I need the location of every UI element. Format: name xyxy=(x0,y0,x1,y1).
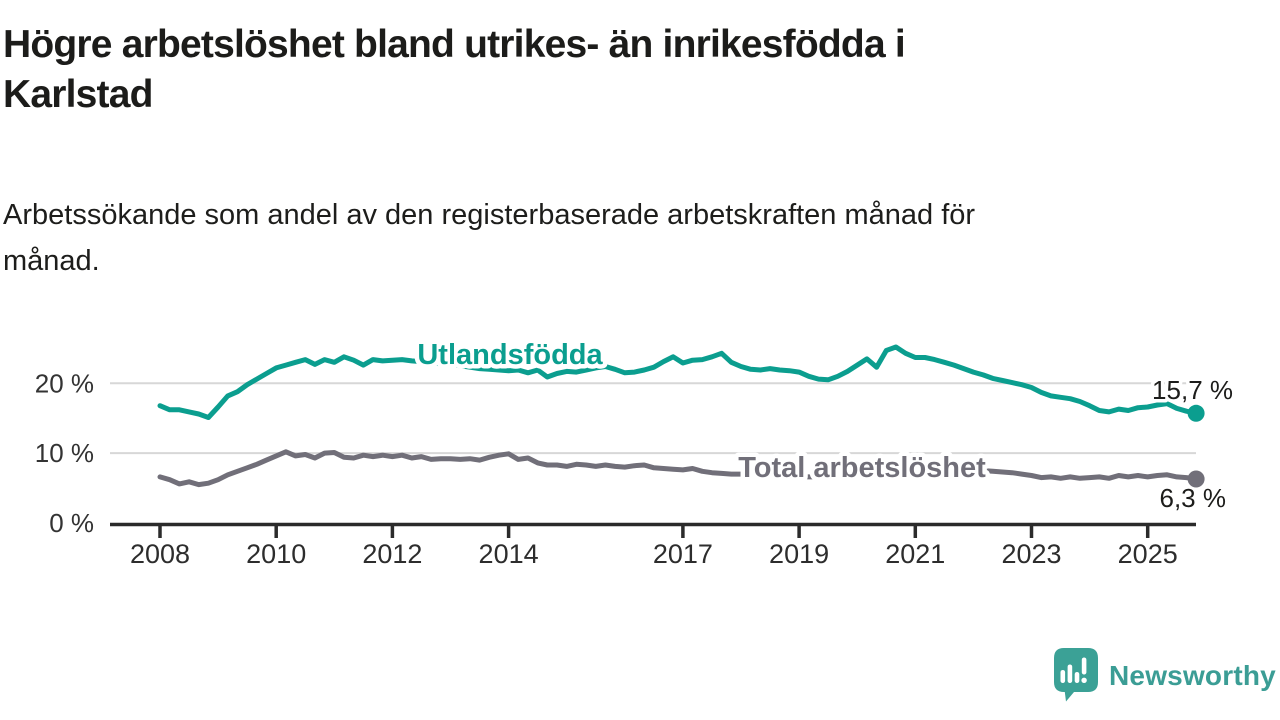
y-axis-label-0: 0 % xyxy=(49,508,94,538)
x-axis-label-2021: 2021 xyxy=(885,539,945,569)
title-line-2: Karlstad xyxy=(3,73,153,116)
series-line-total-arbetsl-shet xyxy=(157,449,1199,488)
series-end-dot-total-arbetsl-shet xyxy=(1187,470,1205,488)
title-line-1: Högre arbetslöshet bland utrikes- än inr… xyxy=(3,23,906,66)
series-end-value-utlandsf-dda: 15,7 % xyxy=(1152,375,1233,405)
newsworthy-logo-icon xyxy=(1054,648,1098,702)
x-axis-label-2014: 2014 xyxy=(479,539,539,569)
newsworthy-logo-text: Newsworthy xyxy=(1109,659,1276,691)
series-end-value-total-arbetsl-shet: 6,3 % xyxy=(1160,483,1227,513)
y-axis-label-10: 10 % xyxy=(35,438,94,468)
x-axis-label-2023: 2023 xyxy=(1001,539,1061,569)
series-label-utlandsf-dda: Utlandsfödda xyxy=(417,339,603,371)
logo-bars-icon xyxy=(1060,657,1087,683)
x-axis-label-2010: 2010 xyxy=(246,539,306,569)
x-axis-label-2025: 2025 xyxy=(1118,539,1178,569)
newsworthy-logo[interactable]: Newsworthy xyxy=(1054,648,1276,703)
x-axis-label-2012: 2012 xyxy=(362,539,422,569)
x-axis-label-2019: 2019 xyxy=(769,539,829,569)
page-title: Högre arbetslöshet bland utrikes- än inr… xyxy=(3,20,1203,120)
y-axis-label-20: 20 % xyxy=(35,368,94,398)
series-label-total-arbetsl-shet: Total arbetslöshet xyxy=(738,452,986,484)
subtitle-line-1: Arbetssökande som andel av den registerb… xyxy=(3,199,976,231)
subtitle-line-2: månad. xyxy=(3,245,100,277)
x-axis-label-2017: 2017 xyxy=(653,539,713,569)
x-axis-label-2008: 2008 xyxy=(130,539,190,569)
series-line-utlandsf-dda xyxy=(157,344,1199,420)
chart-subtitle: Arbetssökande som andel av den registerb… xyxy=(3,192,1213,284)
series-end-dot-utlandsf-dda xyxy=(1187,404,1205,422)
